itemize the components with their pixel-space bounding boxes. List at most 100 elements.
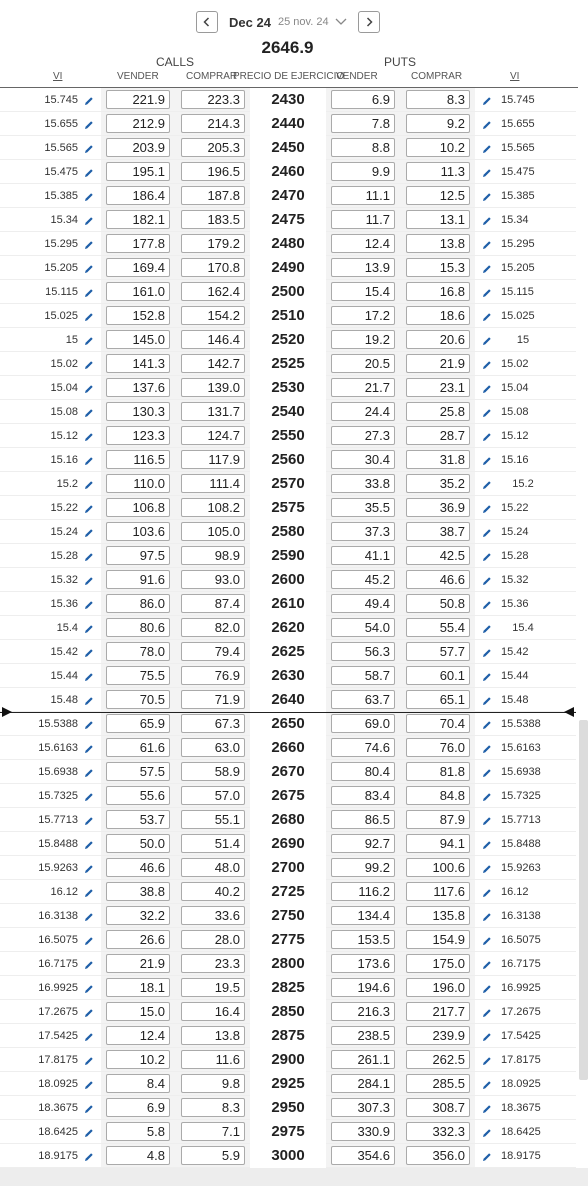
call-buy-price[interactable]: 179.2 — [181, 234, 245, 253]
put-buy-price[interactable]: 36.9 — [406, 498, 470, 517]
call-sell-price[interactable]: 137.6 — [106, 378, 170, 397]
pencil-icon[interactable] — [83, 718, 95, 730]
pencil-icon[interactable] — [481, 718, 493, 730]
pencil-icon[interactable] — [481, 310, 493, 322]
call-buy-price[interactable]: 223.3 — [181, 90, 245, 109]
pencil-icon[interactable] — [481, 862, 493, 874]
put-sell-price[interactable]: 7.8 — [331, 114, 395, 133]
pencil-icon[interactable] — [83, 118, 95, 130]
call-sell-price[interactable]: 123.3 — [106, 426, 170, 445]
pencil-icon[interactable] — [83, 1150, 95, 1162]
call-buy-price[interactable]: 108.2 — [181, 498, 245, 517]
put-buy-price[interactable]: 100.6 — [406, 858, 470, 877]
call-buy-price[interactable]: 154.2 — [181, 306, 245, 325]
call-sell-price[interactable]: 182.1 — [106, 210, 170, 229]
put-sell-price[interactable]: 261.1 — [331, 1050, 395, 1069]
pencil-icon[interactable] — [83, 262, 95, 274]
pencil-icon[interactable] — [481, 1006, 493, 1018]
call-buy-price[interactable]: 98.9 — [181, 546, 245, 565]
scrollbar-track[interactable] — [578, 88, 588, 1168]
call-buy-price[interactable]: 93.0 — [181, 570, 245, 589]
pencil-icon[interactable] — [83, 886, 95, 898]
pencil-icon[interactable] — [83, 142, 95, 154]
put-buy-price[interactable]: 175.0 — [406, 954, 470, 973]
pencil-icon[interactable] — [83, 214, 95, 226]
put-buy-price[interactable]: 356.0 — [406, 1146, 470, 1165]
call-buy-price[interactable]: 51.4 — [181, 834, 245, 853]
call-sell-price[interactable]: 65.9 — [106, 714, 170, 733]
put-buy-price[interactable]: 28.7 — [406, 426, 470, 445]
put-buy-price[interactable]: 8.3 — [406, 90, 470, 109]
call-sell-price[interactable]: 145.0 — [106, 330, 170, 349]
call-buy-price[interactable]: 146.4 — [181, 330, 245, 349]
put-sell-price[interactable]: 37.3 — [331, 522, 395, 541]
call-sell-price[interactable]: 97.5 — [106, 546, 170, 565]
call-sell-price[interactable]: 78.0 — [106, 642, 170, 661]
put-sell-price[interactable]: 6.9 — [331, 90, 395, 109]
put-sell-price[interactable]: 83.4 — [331, 786, 395, 805]
call-sell-price[interactable]: 21.9 — [106, 954, 170, 973]
pencil-icon[interactable] — [83, 190, 95, 202]
call-sell-price[interactable]: 55.6 — [106, 786, 170, 805]
put-buy-price[interactable]: 16.8 — [406, 282, 470, 301]
put-sell-price[interactable]: 74.6 — [331, 738, 395, 757]
call-sell-price[interactable]: 38.8 — [106, 882, 170, 901]
put-sell-price[interactable]: 116.2 — [331, 882, 395, 901]
pencil-icon[interactable] — [481, 1150, 493, 1162]
call-sell-price[interactable]: 110.0 — [106, 474, 170, 493]
call-sell-price[interactable]: 169.4 — [106, 258, 170, 277]
call-buy-price[interactable]: 67.3 — [181, 714, 245, 733]
pencil-icon[interactable] — [83, 574, 95, 586]
put-buy-price[interactable]: 308.7 — [406, 1098, 470, 1117]
put-buy-price[interactable]: 13.8 — [406, 234, 470, 253]
put-buy-price[interactable]: 87.9 — [406, 810, 470, 829]
call-sell-price[interactable]: 130.3 — [106, 402, 170, 421]
put-sell-price[interactable]: 69.0 — [331, 714, 395, 733]
put-buy-price[interactable]: 12.5 — [406, 186, 470, 205]
pencil-icon[interactable] — [83, 334, 95, 346]
pencil-icon[interactable] — [83, 454, 95, 466]
call-buy-price[interactable]: 196.5 — [181, 162, 245, 181]
call-sell-price[interactable]: 12.4 — [106, 1026, 170, 1045]
call-sell-price[interactable]: 161.0 — [106, 282, 170, 301]
call-buy-price[interactable]: 142.7 — [181, 354, 245, 373]
pencil-icon[interactable] — [481, 526, 493, 538]
put-buy-price[interactable]: 55.4 — [406, 618, 470, 637]
put-buy-price[interactable]: 135.8 — [406, 906, 470, 925]
put-sell-price[interactable]: 153.5 — [331, 930, 395, 949]
put-sell-price[interactable]: 194.6 — [331, 978, 395, 997]
call-sell-price[interactable]: 4.8 — [106, 1146, 170, 1165]
put-buy-price[interactable]: 196.0 — [406, 978, 470, 997]
call-buy-price[interactable]: 13.8 — [181, 1026, 245, 1045]
pencil-icon[interactable] — [83, 406, 95, 418]
pencil-icon[interactable] — [83, 166, 95, 178]
pencil-icon[interactable] — [481, 790, 493, 802]
put-sell-price[interactable]: 99.2 — [331, 858, 395, 877]
put-buy-price[interactable]: 42.5 — [406, 546, 470, 565]
pencil-icon[interactable] — [481, 934, 493, 946]
pencil-icon[interactable] — [83, 238, 95, 250]
put-sell-price[interactable]: 13.9 — [331, 258, 395, 277]
put-sell-price[interactable]: 11.1 — [331, 186, 395, 205]
call-sell-price[interactable]: 61.6 — [106, 738, 170, 757]
call-buy-price[interactable]: 33.6 — [181, 906, 245, 925]
put-sell-price[interactable]: 307.3 — [331, 1098, 395, 1117]
put-sell-price[interactable]: 27.3 — [331, 426, 395, 445]
pencil-icon[interactable] — [83, 430, 95, 442]
put-buy-price[interactable]: 60.1 — [406, 666, 470, 685]
put-buy-price[interactable]: 76.0 — [406, 738, 470, 757]
call-buy-price[interactable]: 124.7 — [181, 426, 245, 445]
pencil-icon[interactable] — [83, 910, 95, 922]
put-sell-price[interactable]: 20.5 — [331, 354, 395, 373]
put-buy-price[interactable]: 239.9 — [406, 1026, 470, 1045]
call-buy-price[interactable]: 131.7 — [181, 402, 245, 421]
call-buy-price[interactable]: 82.0 — [181, 618, 245, 637]
pencil-icon[interactable] — [481, 886, 493, 898]
put-sell-price[interactable]: 63.7 — [331, 690, 395, 709]
put-sell-price[interactable]: 134.4 — [331, 906, 395, 925]
call-buy-price[interactable]: 87.4 — [181, 594, 245, 613]
pencil-icon[interactable] — [83, 646, 95, 658]
pencil-icon[interactable] — [83, 694, 95, 706]
pencil-icon[interactable] — [481, 214, 493, 226]
put-sell-price[interactable]: 173.6 — [331, 954, 395, 973]
